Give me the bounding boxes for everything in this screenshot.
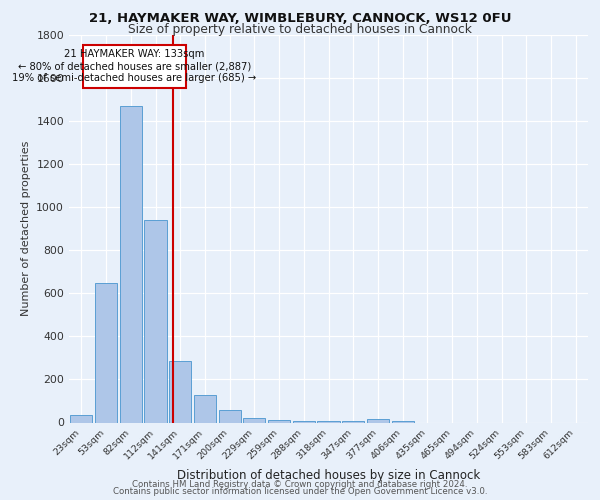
Bar bbox=[70, 415, 92, 422]
X-axis label: Distribution of detached houses by size in Cannock: Distribution of detached houses by size … bbox=[177, 469, 480, 482]
Text: ← 80% of detached houses are smaller (2,887): ← 80% of detached houses are smaller (2,… bbox=[18, 61, 251, 71]
Text: 21 HAYMAKER WAY: 133sqm: 21 HAYMAKER WAY: 133sqm bbox=[64, 49, 205, 59]
Y-axis label: Number of detached properties: Number of detached properties bbox=[21, 141, 31, 316]
Bar bbox=[243, 418, 265, 422]
Bar bbox=[95, 282, 117, 422]
Bar bbox=[218, 410, 241, 422]
Text: Contains HM Land Registry data © Crown copyright and database right 2024.: Contains HM Land Registry data © Crown c… bbox=[132, 480, 468, 489]
Text: Contains public sector information licensed under the Open Government Licence v3: Contains public sector information licen… bbox=[113, 487, 487, 496]
Bar bbox=[145, 220, 167, 422]
Bar bbox=[119, 106, 142, 422]
Text: 19% of semi-detached houses are larger (685) →: 19% of semi-detached houses are larger (… bbox=[13, 74, 257, 84]
Bar bbox=[194, 394, 216, 422]
Bar bbox=[268, 420, 290, 422]
Bar bbox=[83, 44, 187, 88]
Bar bbox=[169, 361, 191, 422]
Text: Size of property relative to detached houses in Cannock: Size of property relative to detached ho… bbox=[128, 22, 472, 36]
Text: 21, HAYMAKER WAY, WIMBLEBURY, CANNOCK, WS12 0FU: 21, HAYMAKER WAY, WIMBLEBURY, CANNOCK, W… bbox=[89, 12, 511, 24]
Bar bbox=[367, 420, 389, 422]
